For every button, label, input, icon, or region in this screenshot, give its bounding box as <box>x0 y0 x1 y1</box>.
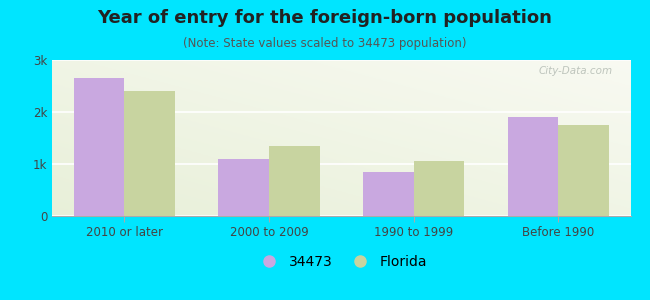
Text: City-Data.com: City-Data.com <box>539 66 613 76</box>
Text: Year of entry for the foreign-born population: Year of entry for the foreign-born popul… <box>98 9 552 27</box>
Bar <box>218 159 269 216</box>
Bar <box>508 117 558 216</box>
Bar <box>269 146 320 216</box>
Bar <box>413 161 464 216</box>
Text: (Note: State values scaled to 34473 population): (Note: State values scaled to 34473 popu… <box>183 38 467 50</box>
Legend: 34473, Florida: 34473, Florida <box>250 250 433 274</box>
Bar <box>558 125 609 216</box>
Bar <box>363 172 413 216</box>
Bar <box>73 78 124 216</box>
Bar <box>124 91 175 216</box>
